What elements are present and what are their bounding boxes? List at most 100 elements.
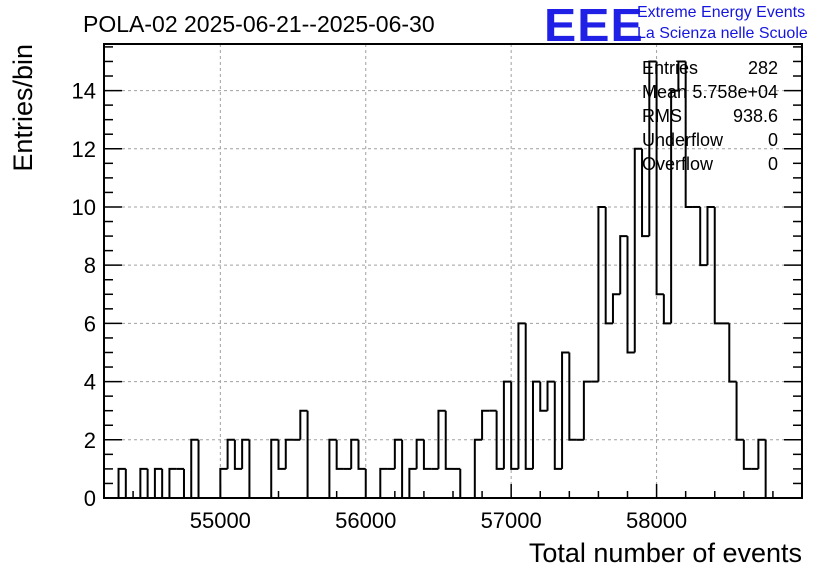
y-tick-label: 2: [84, 428, 96, 453]
histogram-bin: [168, 467, 177, 498]
stats-row-rms: RMS 938.6: [642, 106, 778, 130]
histogram-bin: [444, 410, 453, 470]
histogram-bin: [553, 381, 563, 470]
histogram-bin: [437, 409, 446, 469]
y-axis-label: Entries/bin: [8, 44, 38, 172]
histogram-bin: [713, 206, 723, 325]
histogram-bin: [539, 381, 548, 412]
histogram-bin: [626, 236, 635, 354]
histogram-bin: [146, 468, 155, 499]
histogram-bin: [648, 60, 657, 237]
histogram-bin: [684, 61, 693, 208]
stats-key: Mean: [642, 82, 688, 102]
histogram-bin: [524, 323, 533, 470]
histogram-bin: [270, 438, 279, 498]
histogram-bin: [153, 467, 163, 498]
histogram-bin: [655, 61, 664, 296]
y-tick-label: 0: [84, 486, 96, 511]
y-tick-label: 10: [72, 195, 96, 220]
histogram-bin: [510, 381, 519, 470]
histogram-bin: [473, 438, 483, 498]
histogram-bin: [379, 467, 388, 498]
histogram-bin: [241, 438, 250, 469]
logo-line-2: La Scienza nelle Scuole: [637, 25, 808, 42]
x-tick-label: 55000: [190, 508, 251, 533]
histogram-bin: [677, 60, 686, 91]
histogram-bin: [422, 439, 432, 470]
stats-box: Entries 282 Mean 5.758e+04 RMS 938.6 Und…: [642, 58, 778, 178]
histogram-bin: [364, 468, 374, 499]
histogram-bin: [415, 438, 424, 469]
stats-key: Overflow: [642, 154, 714, 174]
stats-key: Underflow: [642, 130, 724, 150]
chart-title: POLA-02 2025-06-21--2025-06-30: [83, 11, 435, 37]
histogram-bin: [306, 410, 315, 499]
histogram-bin: [604, 206, 613, 325]
histogram-bin: [502, 380, 512, 469]
histogram-bin: [284, 438, 294, 469]
y-tick-label: 8: [84, 253, 96, 278]
stats-key: RMS: [642, 106, 682, 126]
stats-value: 0: [767, 154, 778, 174]
histogram-bin: [742, 439, 752, 470]
histogram-bin: [350, 438, 359, 469]
histogram-bin: [117, 467, 126, 498]
histogram-bin: [197, 439, 206, 499]
histogram-bin: [139, 467, 148, 498]
histogram-bin: [408, 467, 417, 498]
histogram-bin: [561, 351, 570, 469]
histogram-bin: [757, 438, 766, 469]
histogram-bin: [568, 352, 577, 441]
stats-value: 0: [767, 130, 778, 150]
histogram-bin: [531, 380, 541, 469]
histogram-bin: [299, 409, 308, 440]
histogram-bin: [481, 409, 490, 440]
histogram-bin: [248, 439, 257, 499]
x-tick-label: 56000: [335, 508, 396, 533]
histogram-bin: [335, 439, 344, 470]
axis-ticks: [103, 46, 803, 499]
histogram-bin: [699, 206, 708, 267]
x-axis-label: Total number of events: [529, 538, 802, 568]
histogram-bin: [401, 439, 410, 499]
histogram-bin: [641, 148, 650, 238]
stats-row-mean: Mean 5.758e+04: [642, 82, 778, 106]
y-tick-label: 14: [72, 79, 96, 104]
stats-value: 938.6: [732, 106, 778, 126]
histogram-bin: [517, 322, 526, 469]
y-tick-label: 6: [84, 311, 96, 336]
histogram-bin: [190, 438, 199, 498]
histogram-bin: [633, 147, 643, 353]
stats-value: 5.758e+04: [692, 82, 778, 102]
histogram-bin: [161, 468, 170, 499]
histogram-bin: [226, 438, 235, 469]
stats-row-underflow: Underflow 0: [642, 130, 778, 154]
histogram-bin: [393, 438, 403, 469]
x-tick-label: 58000: [626, 508, 687, 533]
histogram-bin: [619, 235, 628, 295]
histogram-bin: [233, 439, 243, 470]
histogram-bin: [611, 293, 621, 324]
histogram-bin: [182, 468, 192, 499]
histogram-bin: [124, 468, 134, 499]
logo-line-1: Extreme Energy Events: [637, 4, 806, 21]
histogram-bin: [459, 468, 468, 499]
histogram-bin: [706, 205, 715, 266]
histogram-bin: [582, 380, 592, 440]
histogram-bin: [670, 89, 679, 324]
histogram-bin: [662, 294, 672, 325]
histogram-bin: [495, 410, 504, 470]
histogram-bin: [546, 380, 555, 411]
y-tick-label: 12: [72, 137, 96, 162]
histogram-bin: [219, 467, 228, 498]
stats-value: 282: [747, 58, 778, 78]
x-tick-label: 57000: [481, 508, 542, 533]
histogram-bin: [735, 381, 744, 441]
histogram-bin: [357, 439, 366, 470]
histogram-bin: [597, 205, 606, 382]
eee-logo: EEE: [544, 0, 644, 51]
histogram-bin: [764, 439, 773, 499]
tick-labels: 55000 56000 57000 58000 0 2 4 6 8 10 12 14: [72, 79, 688, 533]
y-tick-label: 4: [84, 370, 96, 395]
